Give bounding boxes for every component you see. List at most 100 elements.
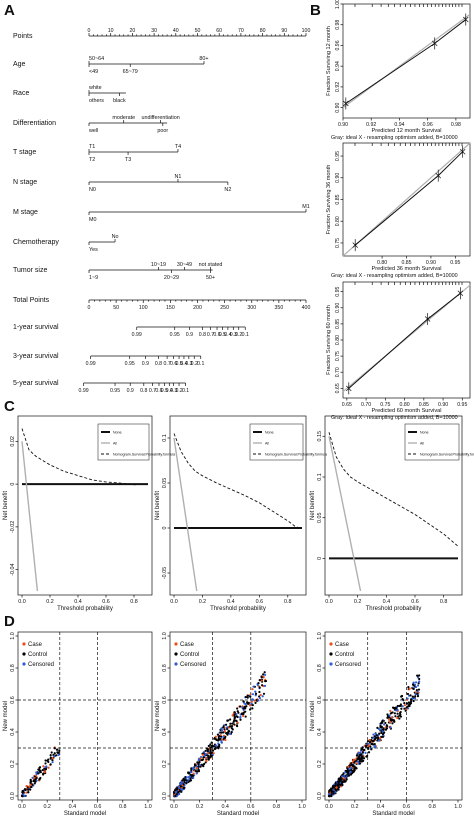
scatter-point <box>366 754 369 758</box>
x-marker <box>457 290 464 297</box>
scatter-point <box>341 775 344 778</box>
nomogram-level-label: N2 <box>224 187 231 193</box>
scatter-point <box>209 746 212 749</box>
scatter-point <box>222 738 225 741</box>
scatter-point <box>207 744 210 748</box>
x-marker <box>459 148 466 155</box>
scatter-point <box>55 754 58 757</box>
y-tick-label: 0.96 <box>335 40 341 50</box>
x-tick-label: 0.4 <box>227 599 235 605</box>
y-tick-label: -0.04 <box>10 563 16 575</box>
scatter-point <box>373 744 376 747</box>
scatter-point <box>39 769 42 772</box>
scatter-point <box>263 684 267 687</box>
x-axis-label: Threshold probability <box>366 606 422 612</box>
scatter-point <box>25 785 28 788</box>
dca-frame <box>17 415 153 596</box>
nomogram-tick-label: 50 <box>195 28 201 34</box>
nri-legend-marker <box>174 662 178 666</box>
scatter-point <box>240 712 244 715</box>
y-tick-label: 0.0 <box>317 792 323 800</box>
nomogram-tick-label: 0.4 <box>224 332 231 338</box>
scatter-point <box>230 725 234 728</box>
nomogram-tick-label: 0.9 <box>142 361 149 367</box>
nomogram-tick-label: 0.9 <box>127 388 134 394</box>
x-tick-label: 0.0 <box>170 804 178 810</box>
scatter-point <box>236 721 239 724</box>
x-tick-label: 1.0 <box>298 804 306 810</box>
scatter-point <box>45 765 48 768</box>
scatter-point <box>366 740 370 743</box>
scatter-point <box>343 774 346 777</box>
scatter-point <box>251 707 254 710</box>
nomogram-level-label: M1 <box>302 204 310 210</box>
nri-legend-label: Control <box>180 652 199 658</box>
nomogram-tick-label: 0.8 <box>140 388 147 394</box>
scatter-point <box>192 766 195 769</box>
panel-label-d: D <box>4 613 15 630</box>
scatter-point <box>216 733 220 736</box>
scatter-point <box>330 787 333 790</box>
scatter-point <box>416 695 420 698</box>
scatter-point <box>258 678 261 682</box>
scatter-point <box>209 752 212 755</box>
scatter-point <box>51 761 54 764</box>
dca-legend-label: None <box>420 431 429 435</box>
scatter-point <box>227 719 230 722</box>
nomogram-row-label: N stage <box>13 179 37 186</box>
nomogram-panel: Points 0 10 20 30 40 50 60 70 80 90 100 Age 50~64 80+ <… <box>13 28 310 394</box>
nomogram-level-label: No <box>112 234 119 240</box>
scatter-point <box>224 738 227 742</box>
scatter-point <box>351 763 354 767</box>
y-tick-label: 0.65 <box>335 383 341 393</box>
y-axis-label: Fraction Surviving 36 month <box>326 165 332 235</box>
scatter-point <box>347 765 350 768</box>
scatter-point <box>357 752 360 755</box>
nomogram-level-label: well <box>88 128 98 134</box>
scatter-point <box>337 786 340 789</box>
scatter-point <box>44 759 47 762</box>
scatter-point <box>199 765 202 768</box>
nomogram-tick-label: 0.95 <box>125 361 135 367</box>
x-tick-label: 0.0 <box>18 599 26 605</box>
nomogram-level-label: poor <box>157 128 168 134</box>
y-tick-label: 1.0 <box>317 632 323 640</box>
nomogram-tick-label: 20 <box>130 28 136 34</box>
nomogram-tick-label: 0.2 <box>235 332 242 338</box>
scatter-point <box>262 673 265 676</box>
scatter-point <box>349 773 353 776</box>
scatter-point <box>328 794 331 798</box>
nomogram-tick-label: 0.6 <box>155 388 162 394</box>
scatter-point <box>390 716 394 719</box>
nomogram-tick-label: 250 <box>220 305 229 311</box>
scatter-point <box>174 794 177 798</box>
x-axis-label: Standard model <box>64 811 106 817</box>
scatter-point <box>214 744 218 747</box>
scatter-point <box>412 699 415 703</box>
nomogram-tick-label: 100 <box>302 28 311 34</box>
scatter-point <box>350 769 353 772</box>
nri-legend-marker <box>174 642 178 646</box>
nomogram-tick-label: 0 <box>88 305 91 311</box>
scatter-point <box>373 738 377 741</box>
nomogram-row-label: 1-year survival <box>13 324 59 331</box>
scatter-point <box>338 783 341 786</box>
scatter-point <box>406 705 409 708</box>
nri-frame <box>324 631 463 801</box>
x-tick-label: 0.0 <box>18 804 26 810</box>
scatter-point <box>364 745 368 748</box>
y-axis-label: Fraction Surviving 60 month <box>326 305 332 375</box>
nri-legend-label: Censored <box>28 662 54 668</box>
scatter-point <box>361 755 364 758</box>
scatter-point <box>367 746 370 749</box>
scatter-point <box>183 778 187 782</box>
nomogram-level-label: 30~49 <box>177 262 192 268</box>
scatter-point <box>262 675 265 678</box>
scatter-point <box>412 681 415 684</box>
nomogram-tick-label: 70 <box>238 28 244 34</box>
scatter-point <box>330 794 333 798</box>
nomogram-tick-label: 0.8 <box>155 361 162 367</box>
x-tick-label: 0.4 <box>221 804 229 810</box>
nomogram-row-label: 3-year survival <box>13 353 59 360</box>
scatter-point <box>373 742 376 746</box>
